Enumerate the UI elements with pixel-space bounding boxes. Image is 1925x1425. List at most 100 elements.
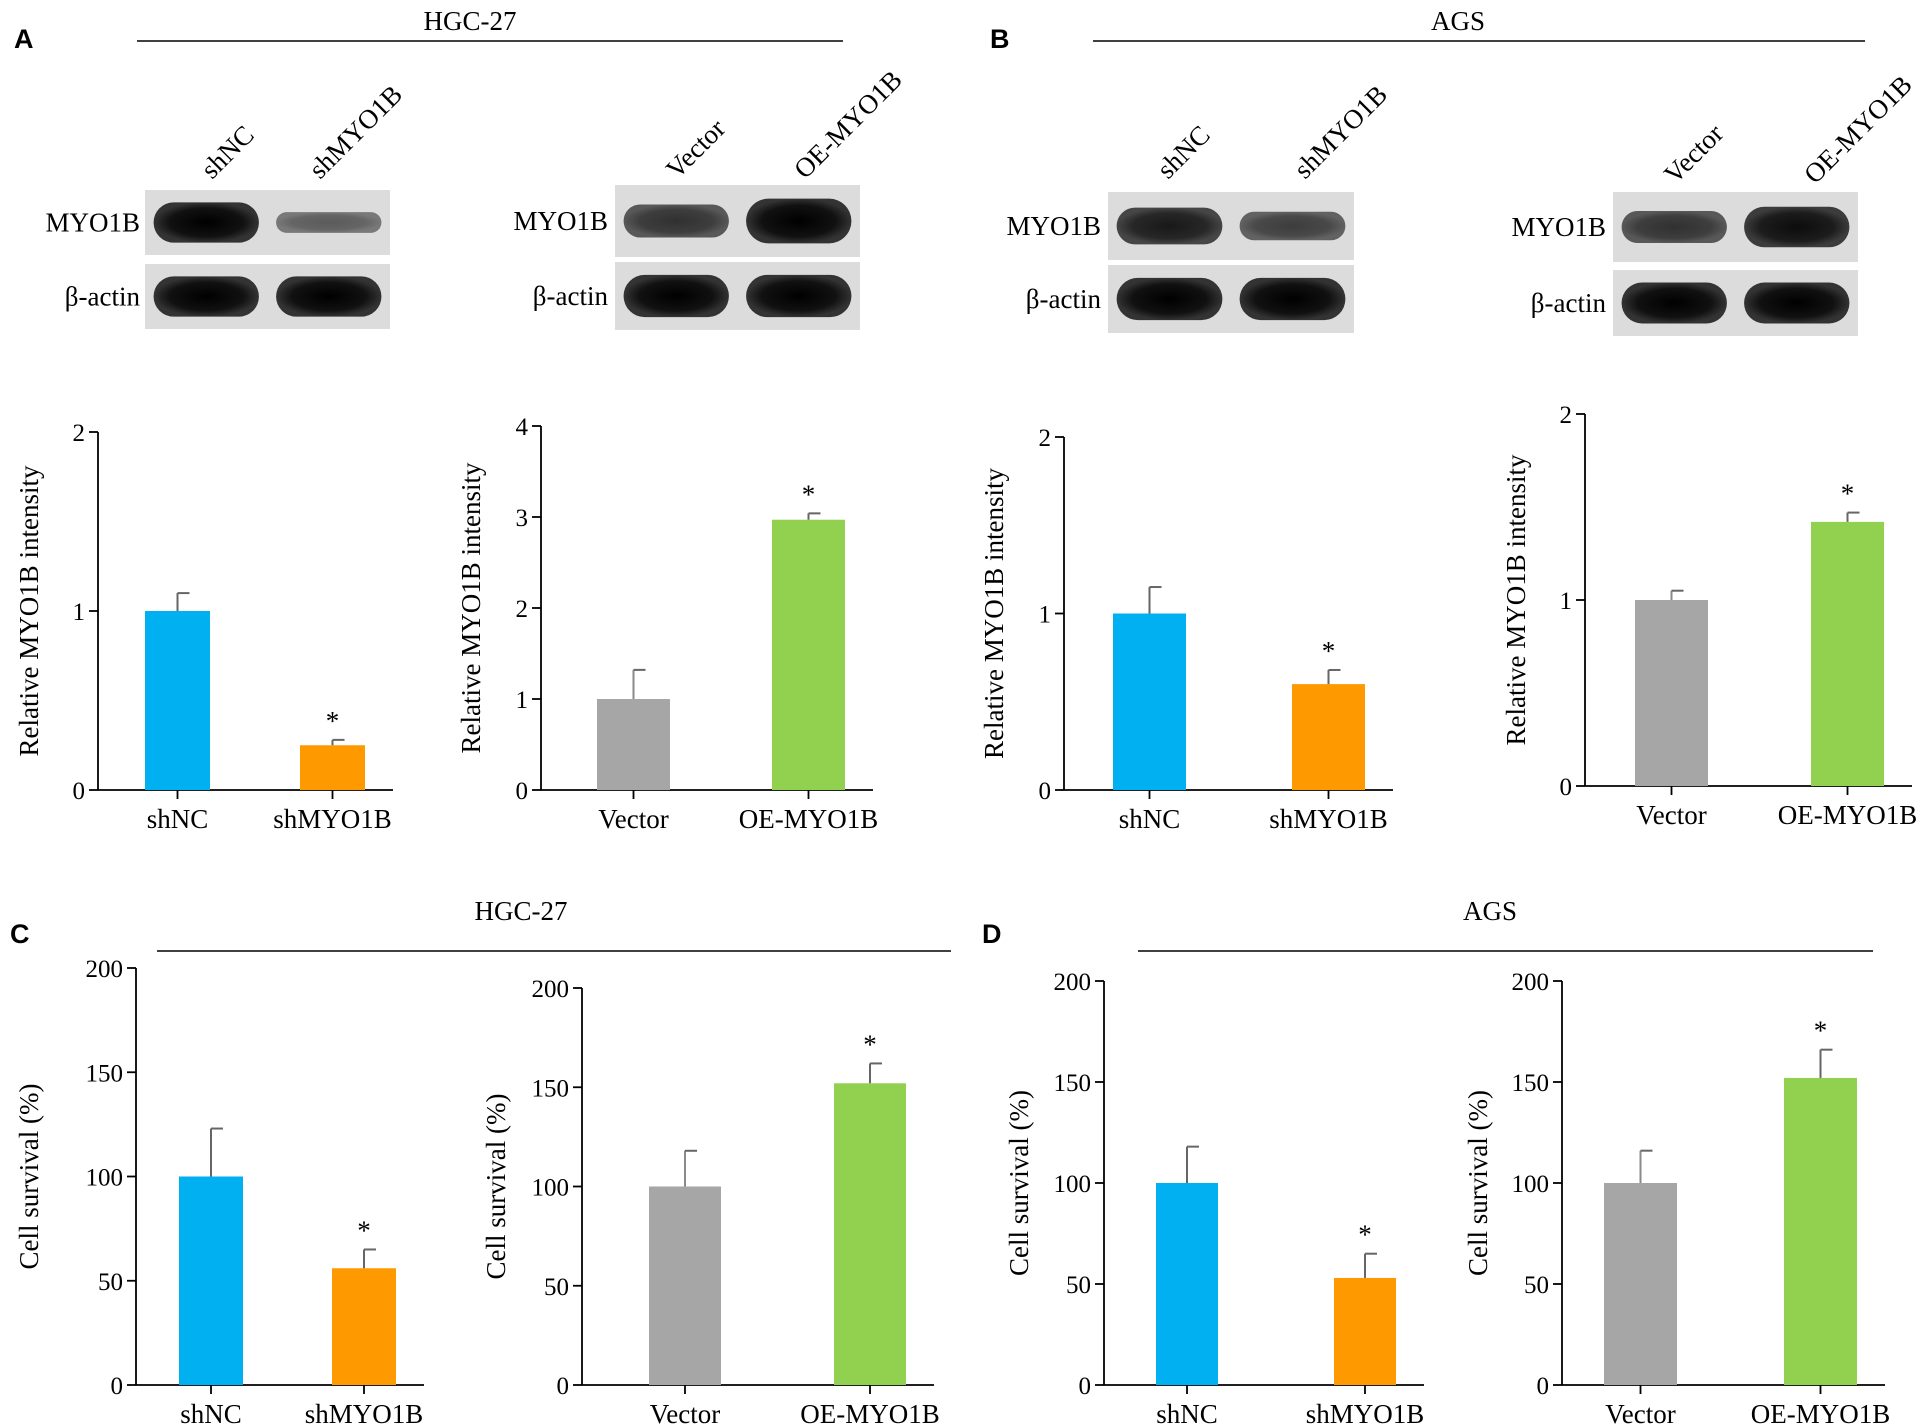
bar bbox=[1784, 1077, 1857, 1385]
blot-row-label: MYO1B bbox=[1511, 212, 1606, 242]
x-category-label: shNC bbox=[147, 804, 209, 834]
y-tick-label: 100 bbox=[532, 1175, 570, 1202]
blot-band bbox=[1744, 206, 1850, 248]
blot-lane-label: Vector bbox=[660, 113, 731, 184]
y-tick-label: 0 bbox=[1537, 1373, 1550, 1400]
blot-row-label: MYO1B bbox=[45, 208, 140, 238]
significance-marker: * bbox=[863, 1029, 877, 1059]
blot-lane-label: OE-MYO1B bbox=[788, 64, 908, 184]
y-tick-label: 0 bbox=[1079, 1373, 1092, 1400]
x-category-label: shMYO1B bbox=[1269, 804, 1388, 834]
blot-row-label: β-actin bbox=[533, 281, 609, 311]
bar-charts: 0 1 2 Relative MYO1B intensity shNC * shMYO1B 0… bbox=[14, 402, 1917, 1425]
y-tick-label: 1 bbox=[1560, 588, 1573, 615]
blot-row-label: MYO1B bbox=[1006, 211, 1101, 241]
x-category-label: OE-MYO1B bbox=[800, 1399, 940, 1425]
panel-letter-c: C bbox=[10, 919, 30, 949]
x-category-label: shMYO1B bbox=[1306, 1399, 1425, 1425]
y-tick-label: 50 bbox=[544, 1274, 569, 1301]
blot-band bbox=[1239, 211, 1346, 241]
x-category-label: Vector bbox=[1605, 1399, 1675, 1425]
blot-band bbox=[746, 274, 852, 318]
y-tick-label: 0 bbox=[111, 1373, 124, 1400]
blot-lane-label: shNC bbox=[195, 120, 260, 185]
y-axis-label: Relative MYO1B intensity bbox=[14, 465, 44, 756]
x-category-label: OE-MYO1B bbox=[1778, 800, 1918, 830]
bar bbox=[1334, 1277, 1396, 1385]
significance-marker: * bbox=[1814, 1016, 1828, 1046]
panel-letter-d: D bbox=[982, 919, 1002, 949]
y-tick-label: 1 bbox=[516, 687, 529, 714]
significance-marker: * bbox=[1358, 1220, 1372, 1250]
y-tick-label: 200 bbox=[1054, 969, 1092, 996]
significance-marker: * bbox=[802, 479, 816, 509]
blot-1: shNC shMYO1B MYO1B β-actin bbox=[45, 79, 408, 329]
bar bbox=[1811, 521, 1884, 786]
blot-band bbox=[276, 276, 382, 317]
significance-marker: * bbox=[1322, 636, 1336, 666]
y-tick-label: 150 bbox=[532, 1075, 570, 1102]
blot-lane-label: shNC bbox=[1151, 120, 1216, 185]
bar bbox=[834, 1083, 906, 1385]
blot-band bbox=[746, 198, 852, 244]
blot-band bbox=[1621, 210, 1727, 244]
bar bbox=[145, 611, 210, 790]
y-tick-label: 3 bbox=[516, 505, 529, 532]
blot-band bbox=[1621, 282, 1727, 324]
blot-band bbox=[1116, 277, 1223, 321]
significance-marker: * bbox=[357, 1215, 371, 1245]
y-tick-label: 50 bbox=[1066, 1272, 1091, 1299]
x-category-label: shNC bbox=[1119, 804, 1181, 834]
y-tick-label: 100 bbox=[1512, 1171, 1550, 1198]
bar-chart-3: 0 1 2 Relative MYO1B intensity shNC * shMYO1B bbox=[979, 425, 1393, 834]
blot-band bbox=[1116, 207, 1223, 245]
blot-row-label: β-actin bbox=[1026, 284, 1102, 314]
panel-letter-a: A bbox=[14, 24, 34, 54]
y-tick-label: 50 bbox=[98, 1269, 123, 1296]
x-category-label: shNC bbox=[1156, 1399, 1218, 1425]
blot-4: Vector OE-MYO1B MYO1B β-actin bbox=[1511, 69, 1918, 336]
bar bbox=[1156, 1183, 1218, 1385]
x-category-label: Vector bbox=[598, 804, 668, 834]
blot-3: shNC shMYO1B MYO1B β-actin bbox=[1006, 79, 1393, 333]
y-tick-label: 2 bbox=[1560, 402, 1573, 429]
panel-letter-b: B bbox=[990, 24, 1010, 54]
x-category-label: OE-MYO1B bbox=[739, 804, 879, 834]
significance-marker: * bbox=[1841, 479, 1855, 509]
bar-chart-7: 0 50 100 150 200 Cell survival (%) shNC * shMYO1… bbox=[1004, 969, 1424, 1425]
bar bbox=[649, 1186, 721, 1385]
blot-lane-label: shMYO1B bbox=[303, 79, 408, 184]
y-tick-label: 200 bbox=[1512, 969, 1550, 996]
bar-chart-4: 0 1 2 Relative MYO1B intensity Vector * OE-MYO… bbox=[1501, 402, 1917, 830]
y-tick-label: 2 bbox=[516, 596, 529, 623]
y-tick-label: 4 bbox=[516, 414, 529, 441]
x-category-label: Vector bbox=[1636, 800, 1706, 830]
bar bbox=[300, 745, 365, 790]
bar bbox=[597, 699, 670, 790]
bar-chart-6: 0 50 100 150 200 Cell survival (%) Vector * OE-M… bbox=[481, 976, 940, 1425]
blot-band bbox=[1239, 277, 1346, 321]
blot-band bbox=[276, 212, 382, 233]
blot-lane-label: shMYO1B bbox=[1288, 79, 1393, 184]
y-tick-label: 200 bbox=[86, 956, 124, 983]
y-axis-label: Relative MYO1B intensity bbox=[1501, 454, 1531, 745]
y-tick-label: 1 bbox=[73, 599, 86, 626]
header-ags-top: AGS bbox=[1431, 6, 1485, 36]
y-axis-label: Cell survival (%) bbox=[1004, 1090, 1034, 1276]
bar bbox=[332, 1268, 396, 1385]
bar bbox=[1635, 600, 1708, 786]
y-axis-label: Cell survival (%) bbox=[14, 1084, 44, 1270]
y-tick-label: 100 bbox=[1054, 1171, 1092, 1198]
y-tick-label: 0 bbox=[516, 778, 529, 805]
blot-band bbox=[1744, 282, 1850, 324]
bar-chart-5: 0 50 100 150 200 Cell survival (%) shNC * shMYO1… bbox=[14, 956, 424, 1425]
bar-chart-8: 0 50 100 150 200 Cell survival (%) Vector * OE-M… bbox=[1463, 969, 1890, 1425]
blot-row-label: β-actin bbox=[1531, 288, 1607, 318]
blot-band bbox=[153, 276, 259, 317]
blot-band bbox=[153, 202, 259, 243]
blot-band bbox=[623, 274, 729, 318]
y-tick-label: 1 bbox=[1039, 602, 1052, 629]
header-ags-bottom: AGS bbox=[1463, 896, 1517, 926]
blot-2: Vector OE-MYO1B MYO1B β-actin bbox=[513, 64, 908, 330]
